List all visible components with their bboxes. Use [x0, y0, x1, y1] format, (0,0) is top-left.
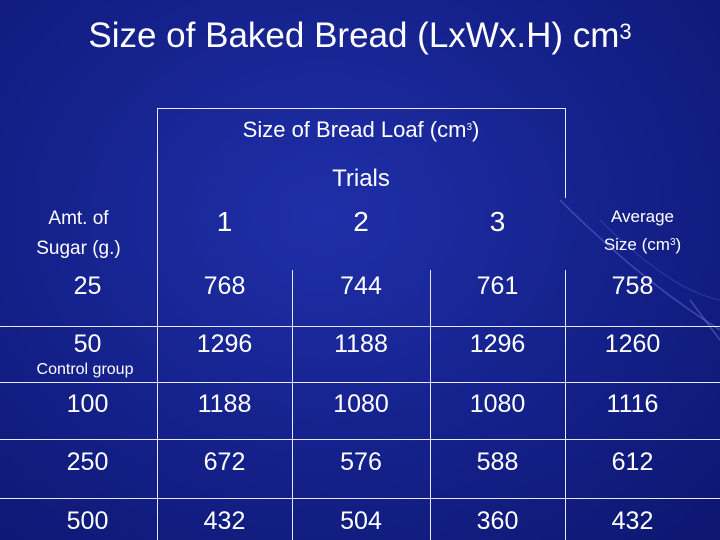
- average-header-line2-text: Size (cm: [603, 235, 670, 254]
- row-header-line1: Amt. of: [48, 208, 109, 229]
- cell-trial-2: 1188: [334, 329, 388, 358]
- cell-average: 432: [611, 506, 654, 535]
- cell-trial-1: 672: [203, 447, 246, 476]
- cell-average: 758: [611, 271, 654, 300]
- cell-average: 1116: [606, 389, 659, 418]
- group-header: Size of Bread Loaf (cm 3): [157, 112, 565, 148]
- cell-sugar: 250: [66, 447, 109, 476]
- table-border: [0, 326, 720, 327]
- table-border: [0, 439, 720, 440]
- trial-header-1: 1: [216, 206, 233, 237]
- cell-trial-2: 1080: [333, 389, 389, 418]
- table-border: [157, 108, 566, 109]
- cell-trial-3: 761: [476, 271, 519, 300]
- group-header-close: ): [472, 117, 480, 142]
- slide-title: Size of Baked Bread (LxWx.H) cm3: [0, 14, 720, 58]
- average-header-superscript: 3: [669, 237, 676, 248]
- slide-title-text: Size of Baked Bread (LxWx.H) cm: [88, 16, 620, 55]
- cell-trial-1: 1296: [196, 329, 253, 358]
- table-border: [565, 108, 566, 198]
- cell-sugar: 100: [66, 389, 109, 418]
- cell-average: 612: [611, 447, 654, 476]
- cell-trial-1: 1188: [197, 389, 252, 418]
- control-group-label: Control group: [36, 361, 134, 378]
- cell-average: 1260: [604, 329, 661, 358]
- group-header-text: Size of Bread Loaf (cm: [242, 117, 467, 142]
- cell-trial-3: 1296: [469, 329, 526, 358]
- trials-label: Trials: [332, 165, 390, 192]
- cell-trial-1: 432: [203, 506, 246, 535]
- average-header-line1: Average: [610, 207, 674, 226]
- cell-trial-2: 576: [340, 447, 382, 476]
- cell-trial-2: 744: [340, 271, 382, 300]
- cell-sugar: 25: [73, 271, 102, 300]
- table-border: [565, 270, 566, 540]
- cell-trial-3: 1080: [469, 389, 526, 418]
- cell-trial-1: 768: [203, 271, 246, 300]
- cell-trial-2: 504: [340, 506, 382, 535]
- average-header-line2: Size (cm3): [604, 231, 681, 259]
- row-header: Amt. of Sugar (g.): [0, 200, 157, 268]
- average-header-close: ): [675, 235, 682, 254]
- table-border: [0, 498, 720, 499]
- table-border: [430, 270, 431, 540]
- cell-sugar: 500: [66, 506, 109, 535]
- slide-title-superscript: 3: [619, 19, 632, 44]
- trial-header-3: 3: [489, 206, 506, 237]
- table-border: [292, 270, 293, 540]
- cell-trial-3: 360: [476, 506, 519, 535]
- table-border: [157, 108, 158, 540]
- average-header: Average Size (cm3): [565, 198, 720, 264]
- row-header-line2: Sugar (g.): [36, 238, 121, 259]
- cell-trial-3: 588: [476, 447, 519, 476]
- table-border: [0, 382, 720, 383]
- trial-header-2: 2: [353, 206, 369, 237]
- group-header-superscript: 3: [466, 122, 472, 133]
- cell-sugar: 50: [73, 329, 102, 358]
